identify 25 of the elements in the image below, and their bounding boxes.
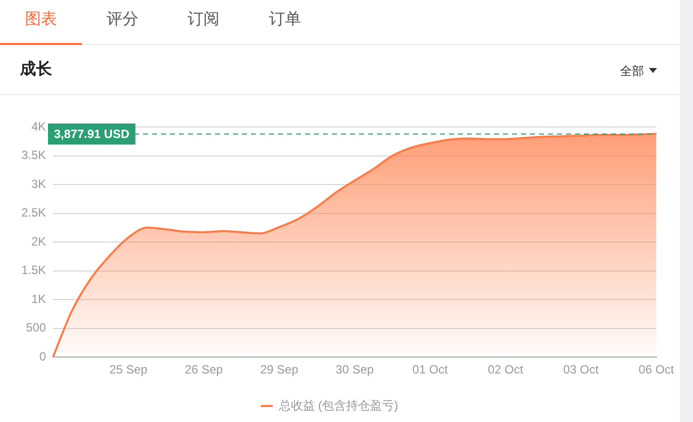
x-tick-label: 01 Oct bbox=[412, 362, 448, 377]
y-tick-label: 4K bbox=[31, 119, 46, 134]
x-tick-label: 25 Sep bbox=[109, 362, 148, 377]
ref-line-label: 3,877.91 USD bbox=[54, 126, 130, 141]
x-tick-label: 03 Oct bbox=[563, 362, 600, 377]
text: 全部 bbox=[620, 64, 644, 78]
y-tick-label: 2.5K bbox=[21, 206, 46, 220]
x-tick-label: 30 Sep bbox=[336, 362, 374, 377]
text: 订单 bbox=[268, 11, 301, 28]
y-tick-label: 1.5K bbox=[21, 263, 46, 278]
x-tick-label: 02 Oct bbox=[488, 362, 524, 377]
x-tick-label: 26 Sep bbox=[184, 362, 224, 377]
legend-label: 总收益 (包含持仓盈亏) bbox=[278, 398, 398, 412]
y-tick-label: 500 bbox=[26, 320, 46, 335]
chart-title: 成长 bbox=[20, 60, 52, 80]
text: 订阅 bbox=[188, 11, 220, 28]
x-tick-label: 06 Oct bbox=[638, 362, 675, 377]
y-tick-label: 3K bbox=[31, 176, 46, 191]
text: 评分 bbox=[106, 11, 138, 28]
x-tick-label: 29 Sep bbox=[260, 362, 299, 377]
y-tick-label: 2K bbox=[31, 234, 46, 248]
y-tick-label: 0 bbox=[39, 349, 46, 364]
text: 图表 bbox=[25, 11, 57, 28]
y-tick-label: 1K bbox=[31, 292, 46, 306]
y-tick-label: 3.5K bbox=[21, 148, 46, 162]
